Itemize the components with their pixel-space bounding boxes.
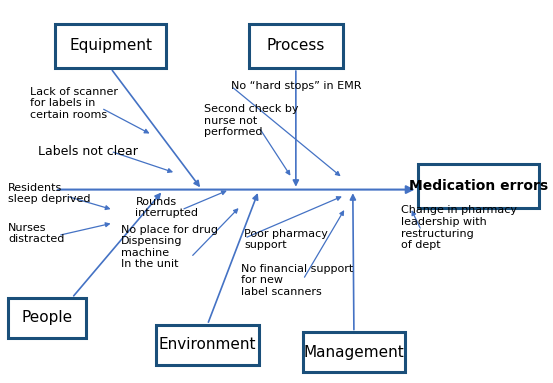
Text: No financial support
for new
label scanners: No financial support for new label scann…: [241, 264, 353, 297]
Text: Rounds
interrupted: Rounds interrupted: [135, 197, 199, 218]
Text: Second check by
nurse not
performed: Second check by nurse not performed: [204, 104, 298, 137]
FancyBboxPatch shape: [156, 325, 258, 365]
Text: No “hard stops” in EMR: No “hard stops” in EMR: [231, 81, 362, 91]
Text: Change in pharmacy
leadership with
restructuring
of dept: Change in pharmacy leadership with restr…: [401, 206, 517, 250]
Text: Poor pharmacy
support: Poor pharmacy support: [244, 229, 328, 250]
Text: Residents
sleep deprived: Residents sleep deprived: [8, 183, 91, 204]
Text: Environment: Environment: [159, 337, 256, 352]
FancyBboxPatch shape: [303, 332, 405, 372]
Text: Labels not clear: Labels not clear: [38, 145, 138, 158]
Text: No place for drug
Dispensing
machine
In the unit: No place for drug Dispensing machine In …: [121, 225, 217, 269]
Text: Process: Process: [267, 38, 325, 54]
FancyBboxPatch shape: [8, 298, 86, 338]
FancyBboxPatch shape: [249, 24, 343, 68]
FancyBboxPatch shape: [418, 164, 539, 208]
Text: People: People: [22, 310, 72, 326]
Text: Equipment: Equipment: [69, 38, 152, 54]
Text: Management: Management: [304, 345, 404, 360]
Text: Medication errors: Medication errors: [409, 179, 548, 193]
Text: Nurses
distracted: Nurses distracted: [8, 223, 65, 244]
FancyBboxPatch shape: [55, 24, 166, 68]
Text: Lack of scanner
for labels in
certain rooms: Lack of scanner for labels in certain ro…: [30, 87, 118, 120]
